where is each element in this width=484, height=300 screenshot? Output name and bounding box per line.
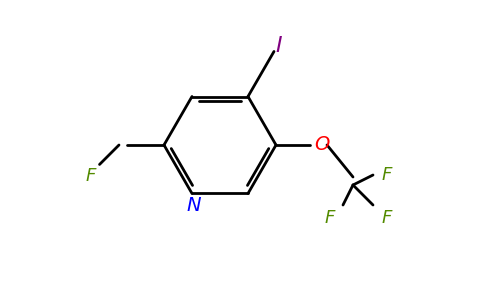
Text: F: F — [382, 166, 392, 184]
Text: N: N — [187, 196, 201, 215]
Text: I: I — [276, 37, 282, 56]
Text: O: O — [314, 136, 330, 154]
Text: F: F — [85, 167, 96, 185]
Text: F: F — [325, 209, 335, 227]
Text: F: F — [382, 209, 392, 227]
